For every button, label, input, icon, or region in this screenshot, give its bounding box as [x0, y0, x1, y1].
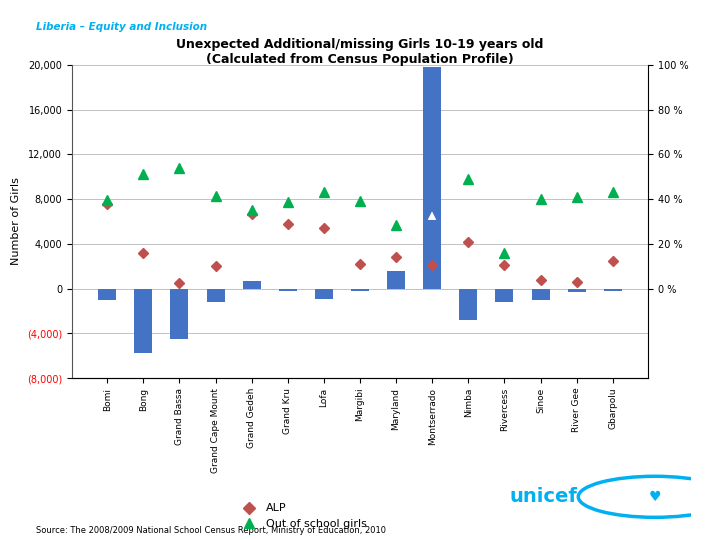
- Y-axis label: Number of Girls: Number of Girls: [12, 178, 22, 265]
- Bar: [171, 288, 189, 339]
- Bar: [387, 271, 405, 288]
- Bar: [423, 67, 441, 288]
- Text: Source: The 2008/2009 National School Census Report, Ministry of Education, 2010: Source: The 2008/2009 National School Ce…: [36, 525, 386, 535]
- Bar: [495, 288, 513, 302]
- Bar: [567, 288, 585, 292]
- Text: Liberia – Equity and Inclusion: Liberia – Equity and Inclusion: [36, 22, 207, 32]
- Bar: [279, 288, 297, 291]
- Bar: [243, 281, 261, 288]
- Bar: [98, 288, 116, 300]
- Text: unicef: unicef: [510, 487, 577, 507]
- Bar: [207, 288, 225, 302]
- Legend: ALP, Out of school girls: ALP, Out of school girls: [238, 503, 366, 529]
- Bar: [315, 288, 333, 299]
- Bar: [135, 288, 153, 353]
- Text: Unexpected Additional/missing Girls 10-19 years old
(Calculated from Census Popu: Unexpected Additional/missing Girls 10-1…: [176, 38, 544, 66]
- Bar: [459, 288, 477, 320]
- Bar: [604, 288, 622, 291]
- Bar: [351, 288, 369, 291]
- Bar: [531, 288, 549, 300]
- Text: ♥: ♥: [649, 490, 661, 504]
